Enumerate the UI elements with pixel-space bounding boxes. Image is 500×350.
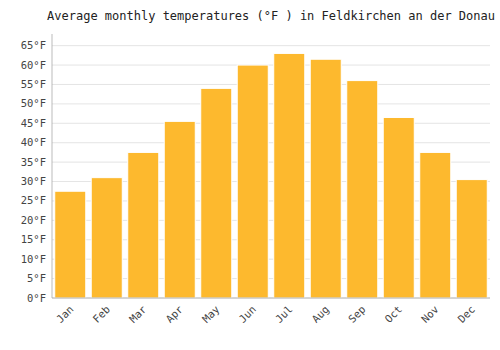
- bar: [164, 121, 195, 298]
- bar: [237, 65, 268, 298]
- grid-line: [52, 84, 490, 85]
- x-axis: Jan Feb Mar Apr May Jun Jul Aug Sep Oct Nov Dec: [54, 303, 477, 325]
- bar: [55, 191, 86, 298]
- y-tick-label: 10°F: [21, 253, 46, 265]
- x-tick-label: Aug: [309, 303, 331, 325]
- y-tick-label: 25°F: [21, 194, 46, 206]
- bar: [456, 180, 487, 298]
- x-axis-line: [52, 298, 490, 299]
- y-tick-label: 30°F: [21, 175, 46, 187]
- grid-line: [52, 142, 490, 143]
- title: Average monthly temperatures (°F ) in Fe…: [47, 9, 495, 23]
- bar: [274, 53, 305, 298]
- grid-line: [52, 123, 490, 124]
- bar: [128, 152, 159, 298]
- x-tick-label: Jan: [54, 303, 76, 325]
- chart-svg: Average monthly temperatures (°F ) in Fe…: [0, 0, 500, 350]
- y-tick-label: 50°F: [21, 97, 46, 109]
- y-tick-label: 55°F: [21, 78, 46, 90]
- y-tick-label: 45°F: [21, 117, 46, 129]
- x-tick-label: May: [200, 303, 222, 325]
- y-tick-label: 0°F: [27, 292, 46, 304]
- grid-line: [52, 65, 490, 66]
- x-tick-label: Nov: [419, 303, 441, 325]
- bar: [383, 117, 414, 298]
- y-tick-label: 65°F: [21, 39, 46, 51]
- bar: [201, 88, 232, 298]
- x-tick-label: Oct: [382, 303, 404, 325]
- y-tick-label: 40°F: [21, 136, 46, 148]
- y-tick-label: 15°F: [21, 233, 46, 245]
- bar: [310, 59, 341, 298]
- x-tick-label: Jun: [236, 303, 258, 325]
- bar: [347, 81, 378, 298]
- chart-container: Average monthly temperatures (°F ) in Fe…: [0, 0, 500, 350]
- grid-line: [52, 45, 490, 46]
- y-axis-line: [52, 34, 53, 298]
- bar: [91, 178, 122, 298]
- grid-line: [52, 103, 490, 104]
- y-tick-label: 60°F: [21, 59, 46, 71]
- y-tick-label: 5°F: [27, 272, 46, 284]
- x-tick-label: Dec: [455, 303, 477, 325]
- y-axis: 0°F 5°F 10°F 15°F 20°F 25°F 30°F 35°F 40°F 45°F 50…: [21, 39, 490, 303]
- x-tick-label: Jul: [273, 303, 295, 325]
- y-tick-label: 35°F: [21, 156, 46, 168]
- x-tick-label: Feb: [90, 303, 112, 325]
- bars: [55, 53, 488, 298]
- y-tick-label: 20°F: [21, 214, 46, 226]
- x-tick-label: Sep: [346, 303, 368, 325]
- x-tick-label: Apr: [163, 303, 185, 325]
- x-tick-label: Mar: [127, 303, 149, 325]
- bar: [420, 152, 451, 298]
- grid-line: [52, 298, 490, 299]
